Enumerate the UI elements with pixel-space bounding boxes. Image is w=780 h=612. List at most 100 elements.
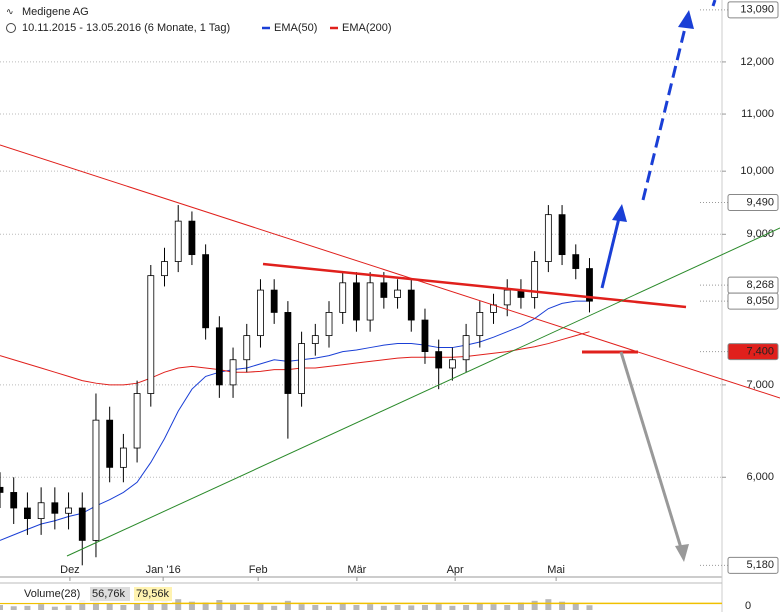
candle-body (174, 220, 182, 262)
arrow (600, 217, 621, 289)
x-tick-label: Dez (60, 564, 80, 576)
annotations (0, 0, 780, 562)
logo: ∿ (6, 6, 14, 16)
candle-body (462, 335, 470, 361)
volume-bar (65, 605, 72, 610)
volume-bar (243, 605, 250, 610)
legend-label: EMA(200) (342, 22, 392, 34)
arrow-head (678, 10, 694, 29)
candle-body (586, 268, 593, 302)
volume-average-label: 79,56k (136, 588, 170, 600)
volume-bar (106, 602, 113, 610)
price-label: 9,490 (746, 196, 774, 208)
volume-bar (161, 600, 168, 610)
y-tick-label: 12,000 (740, 56, 774, 68)
candle-body (339, 282, 347, 313)
volume-bar (188, 601, 195, 610)
candle-body (394, 289, 401, 298)
volume-bar (476, 603, 483, 610)
price-label: 8,050 (746, 295, 774, 307)
arrow (619, 351, 683, 549)
price-label: 8,268 (746, 279, 774, 291)
volume-current: 56,76k (92, 588, 126, 600)
candle-body (435, 351, 443, 369)
candle-body (353, 282, 360, 321)
candle-body (407, 289, 415, 321)
candle-body (92, 419, 100, 541)
ema-line (0, 331, 590, 386)
candle-body (106, 419, 114, 468)
candle-body (10, 492, 18, 509)
volume-bar (134, 603, 141, 610)
price-label-box (727, 292, 779, 310)
price-label-box (727, 556, 779, 574)
arrow (711, 0, 717, 7)
candle-body (298, 343, 305, 394)
volume-bar (202, 602, 209, 610)
price-label-box (727, 1, 779, 19)
price-label-box (727, 343, 779, 361)
plot-area: 6,000 7,000 9,000 10,000 11,000 12,000 Dez Jan … (0, 56, 774, 612)
x-tick-label: Jan '16 (146, 564, 181, 576)
volume-bar (559, 601, 566, 610)
candle-body (147, 275, 155, 394)
y-tick-label: 7,000 (746, 379, 774, 391)
x-tick-label: Feb (249, 564, 268, 576)
y-tick-label: 6,000 (746, 471, 774, 483)
volume-bar (394, 605, 401, 610)
candle-body (229, 359, 237, 386)
volume-label: Volume(28) (24, 588, 80, 600)
volume-bar (367, 604, 374, 610)
volume-bar (271, 605, 278, 610)
candle-body (531, 261, 539, 298)
arrow-head (675, 544, 689, 562)
candle-body (24, 507, 31, 520)
volume-bar (463, 605, 470, 610)
volume-bar (312, 605, 319, 610)
candle-body (243, 335, 251, 361)
candle-body (161, 261, 168, 277)
candle-body (215, 327, 223, 386)
candle-body (133, 393, 141, 449)
volume-bar (531, 600, 538, 610)
volume-bar (284, 600, 291, 610)
price-label: 7,400 (746, 346, 774, 358)
candle-body (78, 507, 86, 541)
volume-bar (0, 605, 3, 610)
volume-bar (120, 605, 127, 610)
volume-bar (230, 604, 237, 610)
y-tick-label: 11,000 (741, 108, 774, 120)
candle-body (311, 335, 319, 344)
price-label: 5,180 (746, 559, 774, 571)
candle-body (0, 486, 4, 493)
x-tick-label: Mai (547, 564, 565, 576)
volume-bar (490, 604, 497, 610)
candle-body (202, 254, 210, 329)
volume-bar (257, 603, 264, 610)
volume-bar (380, 605, 387, 610)
volume-bar (545, 599, 552, 610)
chart-subtitle: 10.11.2015 - 13.05.2016 (6 Monate, 1 Tag… (22, 22, 230, 34)
candle-body (572, 254, 580, 269)
candle-body (188, 220, 196, 256)
volume-bar (353, 605, 360, 610)
price-label-box (727, 194, 779, 212)
volume-bar (24, 605, 31, 610)
candle-body (503, 289, 511, 306)
volume-bar (51, 606, 58, 610)
trend-line (0, 144, 780, 399)
y-tick-label: 10,000 (740, 165, 774, 177)
candle-body (366, 282, 374, 321)
volume-bar (408, 605, 415, 610)
price-labels: 13,090 9,490 8,268 8,050 7,400 5,180 (700, 1, 779, 574)
volume-bar (421, 605, 428, 610)
volume-bar (147, 598, 154, 610)
candle-body (51, 502, 59, 514)
x-tick-label: Apr (447, 564, 464, 576)
y-tick-label: 9,000 (746, 228, 774, 240)
candle-body (65, 507, 72, 514)
candle-body (284, 312, 292, 394)
candle-body (476, 312, 484, 337)
